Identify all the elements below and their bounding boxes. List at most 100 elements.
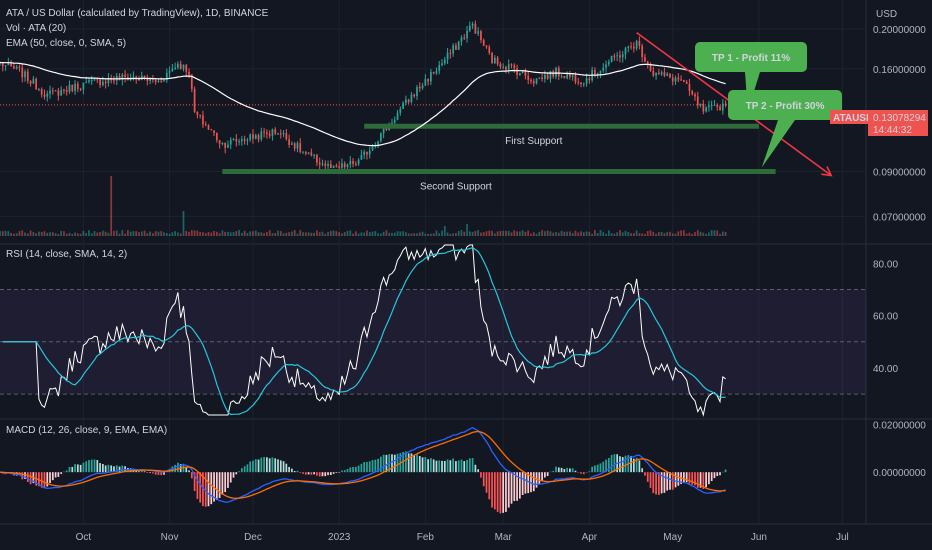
volume-bar	[413, 233, 416, 236]
volume-bar	[510, 232, 513, 236]
volume-bar	[621, 232, 624, 236]
volume-bar	[443, 226, 446, 236]
macd-histogram-bar	[210, 472, 213, 505]
candle-body	[588, 78, 591, 81]
volume-bar	[213, 230, 215, 236]
macd-histogram-bar	[227, 472, 229, 488]
time-tick-label: 2023	[328, 532, 351, 543]
volume-bar	[474, 230, 477, 236]
macd-histogram-bar	[291, 468, 293, 473]
macd-histogram-bar	[204, 472, 207, 507]
volume-bar	[452, 233, 455, 236]
volume-bar	[296, 233, 299, 236]
price-axis[interactable]: 0.20000000 0.16000000 0.09000000 0.07000000…	[873, 25, 926, 479]
volume-bar	[349, 230, 352, 236]
macd-histogram-bar	[488, 472, 491, 500]
macd-histogram-bar	[427, 459, 429, 473]
candle-body	[60, 89, 63, 96]
candle-body	[327, 163, 329, 166]
volume-bar	[580, 231, 582, 236]
candle-body	[204, 124, 207, 126]
macd-histogram-bar	[343, 470, 346, 473]
time-tick-label: Jun	[751, 532, 767, 543]
candle-body	[85, 81, 88, 83]
volume-bar	[680, 230, 682, 236]
volume-bar	[619, 230, 621, 236]
macd-histogram-bar	[663, 472, 666, 493]
macd-histogram-bar	[138, 471, 140, 473]
volume-bar	[688, 232, 691, 236]
candle-body	[29, 80, 32, 84]
volume-bar	[391, 232, 393, 236]
macd-histogram-bar	[460, 459, 463, 473]
candle-body	[360, 154, 363, 160]
macd-histogram-bar	[691, 472, 694, 485]
candle-body	[719, 106, 721, 111]
candle-body	[610, 55, 613, 62]
candle-body	[121, 74, 124, 80]
volume-bar	[79, 233, 82, 236]
volume-bar	[468, 231, 471, 236]
candle-body	[657, 72, 660, 75]
tp1-label: TP 1 - Profit 11%	[712, 53, 790, 64]
volume-bar	[460, 230, 463, 236]
macd-histogram-bar	[113, 466, 115, 473]
candle-body	[421, 85, 424, 89]
volume-bar	[624, 230, 627, 236]
macd-histogram-bar	[463, 461, 466, 473]
volume-bar	[266, 232, 268, 236]
candle-body	[427, 79, 429, 82]
volume-bar	[382, 231, 385, 236]
macd-histogram-bar	[696, 472, 699, 488]
volume-bar	[21, 230, 24, 236]
volume-bar	[229, 232, 232, 236]
time-axis[interactable]: Oct Nov Dec 2023 Feb Mar Apr May Jun Jul	[76, 532, 849, 543]
candle-body	[68, 84, 71, 92]
price-tag-value: 0.13078294	[873, 113, 926, 124]
volume-bar	[374, 231, 377, 236]
candle-body	[313, 154, 316, 156]
time-tick-label: May	[663, 532, 682, 543]
candle-body	[382, 128, 385, 134]
volume-bar	[480, 232, 482, 236]
macd-histogram-bar	[229, 472, 232, 483]
volume-bar	[493, 233, 496, 236]
volume-bar	[140, 231, 143, 236]
candle-body	[232, 138, 235, 140]
candle-body	[254, 135, 257, 139]
macd-histogram-bar	[405, 451, 407, 473]
volume-bar	[13, 233, 15, 236]
macd-histogram-bar	[624, 455, 627, 473]
candle-body	[624, 47, 627, 55]
macd-histogram-bar	[466, 459, 468, 473]
candle-body	[199, 114, 202, 116]
volume-bar	[385, 230, 388, 236]
macd-histogram-bar	[249, 461, 252, 473]
candle-body	[363, 151, 366, 155]
volume-bar	[60, 230, 63, 236]
candle-body	[477, 31, 480, 34]
volume-bar	[235, 231, 238, 236]
candle-body	[215, 133, 218, 141]
second-support-line	[222, 169, 776, 175]
volume-bar	[607, 230, 610, 236]
tp2-callout	[728, 90, 842, 120]
volume-bar	[15, 233, 18, 236]
candle-body	[619, 55, 621, 58]
candle-body	[235, 138, 238, 142]
macd-histogram-bar	[655, 472, 657, 495]
macd-histogram-bar	[349, 467, 352, 473]
macd-histogram-bar	[410, 453, 413, 473]
macd-histogram-bar	[538, 472, 541, 484]
macd-histogram-bar	[235, 472, 238, 475]
macd-histogram-bar	[174, 464, 177, 473]
macd-histogram-bar	[549, 471, 552, 473]
candle-body	[46, 93, 49, 97]
macd-path	[0, 426, 726, 503]
candle-body	[546, 74, 549, 79]
macd-histogram-bar	[254, 459, 257, 473]
macd-histogram-bar	[252, 460, 254, 473]
volume-bar	[240, 232, 243, 236]
candle-body	[518, 72, 521, 75]
